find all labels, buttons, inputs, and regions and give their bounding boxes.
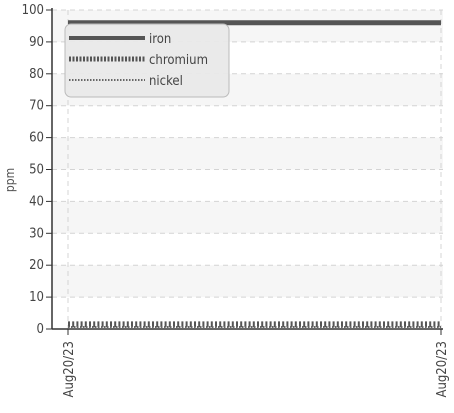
axes — [51, 8, 443, 330]
y-tick-label: 80 — [29, 67, 44, 82]
y-tick-label: 40 — [29, 194, 44, 209]
y-axis-label: ppm — [3, 168, 17, 192]
y-axis-ticks: 0 10 20 30 40 50 60 70 80 90 100 — [22, 3, 52, 337]
plot-band — [52, 265, 443, 298]
x-tick-label: Aug20/23 — [435, 341, 450, 398]
legend[interactable]: iron chromium nickel — [64, 23, 230, 98]
y-tick-label: 20 — [29, 258, 44, 273]
plot-band — [52, 201, 443, 234]
legend-label: chromium — [149, 53, 208, 68]
y-tick-label: 10 — [29, 290, 44, 305]
y-tick-label: 0 — [37, 322, 44, 337]
data-series — [68, 20, 441, 329]
gridlines — [52, 9, 443, 329]
y-tick-label: 90 — [29, 35, 44, 50]
y-tick-label: 60 — [29, 131, 44, 146]
x-tick-label: Aug20/23 — [62, 341, 77, 398]
y-tick-label: 50 — [29, 163, 44, 178]
legend-label: nickel — [149, 74, 183, 89]
y-tick-label: 30 — [29, 226, 44, 241]
legend-box — [64, 23, 230, 98]
legend-label: iron — [149, 32, 171, 47]
x-axis-ticks: Aug20/23 Aug20/23 — [62, 329, 450, 398]
y-tick-label: 100 — [22, 3, 44, 18]
y-tick-label: 70 — [29, 99, 44, 114]
plot-band — [52, 137, 443, 170]
